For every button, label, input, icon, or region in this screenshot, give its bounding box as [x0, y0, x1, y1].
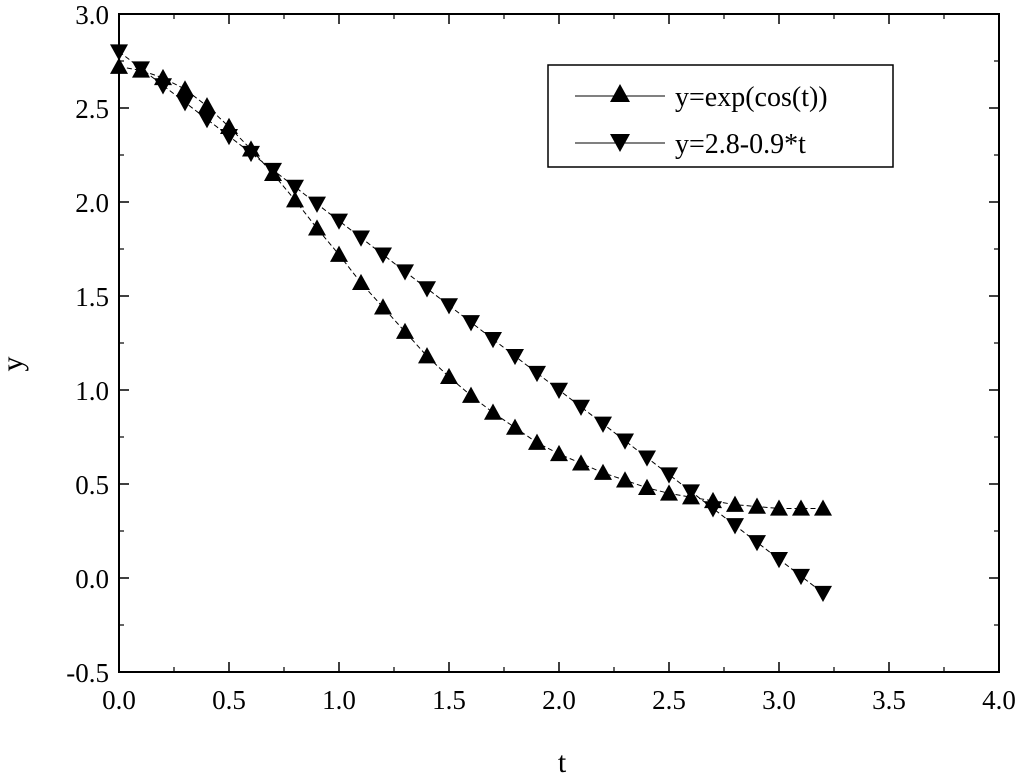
- data-point: [154, 78, 172, 95]
- data-point: [418, 281, 436, 298]
- data-point: [418, 347, 436, 364]
- data-point: [352, 230, 370, 247]
- data-point: [506, 418, 524, 435]
- legend: y=exp(cos(t)) y=2.8-0.9*t: [547, 64, 894, 168]
- data-point: [484, 403, 502, 420]
- data-point: [660, 467, 678, 484]
- data-point: [330, 213, 348, 230]
- data-point: [374, 247, 392, 264]
- series-2: [110, 44, 832, 603]
- data-point: [220, 129, 238, 146]
- y-tick-label: 0.5: [75, 470, 109, 500]
- data-point: [286, 191, 304, 208]
- y-tick-label: -0.5: [66, 658, 109, 688]
- data-point: [264, 162, 282, 180]
- data-point: [198, 97, 216, 114]
- x-tick-label: 2.5: [652, 685, 686, 715]
- legend-label-1: y=exp(cos(t)): [675, 82, 828, 113]
- y-tick-label: 0.0: [75, 564, 109, 594]
- data-point: [726, 495, 744, 512]
- data-point: [176, 95, 194, 112]
- x-axis-title: t: [558, 746, 567, 777]
- data-point: [550, 382, 568, 399]
- data-point: [616, 433, 634, 450]
- data-point: [440, 367, 458, 385]
- y-tick-labels: -0.5 0.0 0.5 1.0 1.5 2.0 2.5 3.0: [66, 0, 109, 688]
- series-1: [110, 57, 832, 516]
- data-point: [638, 478, 656, 495]
- data-point: [396, 322, 414, 339]
- legend-box: [547, 64, 894, 168]
- axis-ticks: [118, 13, 1000, 673]
- y-tick-label: 2.0: [75, 188, 109, 218]
- y-tick-label: 1.5: [75, 282, 109, 312]
- legend-label-2: y=2.8-0.9*t: [675, 129, 806, 160]
- legend-marker-2: [610, 134, 630, 152]
- data-point: [704, 501, 722, 518]
- data-point: [176, 80, 194, 97]
- data-point: [616, 471, 634, 488]
- x-tick-label: 1.0: [322, 685, 356, 715]
- data-point: [748, 535, 766, 552]
- data-point: [594, 463, 612, 480]
- data-point: [374, 298, 392, 315]
- x-tick-label: 4.0: [982, 685, 1016, 715]
- x-tick-label: 0.5: [212, 685, 246, 715]
- x-tick-labels: 0.0 0.5 1.0 1.5 2.0 2.5 3.0 3.5 4.0: [102, 685, 1016, 715]
- x-tick-label: 2.0: [542, 685, 576, 715]
- data-point: [770, 552, 788, 569]
- data-point: [440, 298, 458, 315]
- x-tick-label: 1.5: [432, 685, 466, 715]
- data-point: [308, 219, 326, 236]
- data-point: [528, 433, 546, 450]
- data-point: [198, 112, 216, 129]
- data-point: [572, 454, 590, 471]
- data-point: [506, 348, 524, 366]
- y-tick-label: 2.5: [75, 94, 109, 124]
- data-point: [110, 57, 128, 74]
- data-point: [748, 497, 766, 514]
- x-tick-label: 3.5: [872, 685, 906, 715]
- data-point: [572, 399, 590, 416]
- y-axis-title: y: [0, 357, 29, 372]
- data-point: [682, 484, 700, 501]
- data-point: [792, 499, 810, 516]
- data-point: [396, 264, 414, 281]
- x-tick-label: 3.0: [762, 685, 796, 715]
- data-point: [660, 484, 678, 501]
- data-point: [330, 245, 348, 262]
- legend-marker-1: [610, 84, 630, 102]
- data-point: [242, 145, 260, 163]
- series-layer: [110, 44, 832, 603]
- data-point: [814, 499, 832, 516]
- data-point: [638, 450, 656, 467]
- data-point: [132, 61, 150, 78]
- data-point: [110, 44, 128, 61]
- y-tick-label: 3.0: [75, 0, 109, 30]
- data-point: [462, 315, 480, 332]
- data-point: [550, 444, 568, 462]
- data-point: [528, 365, 546, 383]
- x-tick-label: 0.0: [102, 685, 136, 715]
- data-point: [308, 196, 326, 213]
- y-tick-label: 1.0: [75, 376, 109, 406]
- data-point: [792, 568, 810, 586]
- data-point: [594, 416, 612, 433]
- data-point: [286, 179, 304, 196]
- data-point: [462, 386, 480, 403]
- data-point: [352, 273, 370, 291]
- data-point: [770, 499, 788, 516]
- data-point: [484, 332, 502, 349]
- data-point: [726, 518, 744, 535]
- data-point: [814, 585, 832, 603]
